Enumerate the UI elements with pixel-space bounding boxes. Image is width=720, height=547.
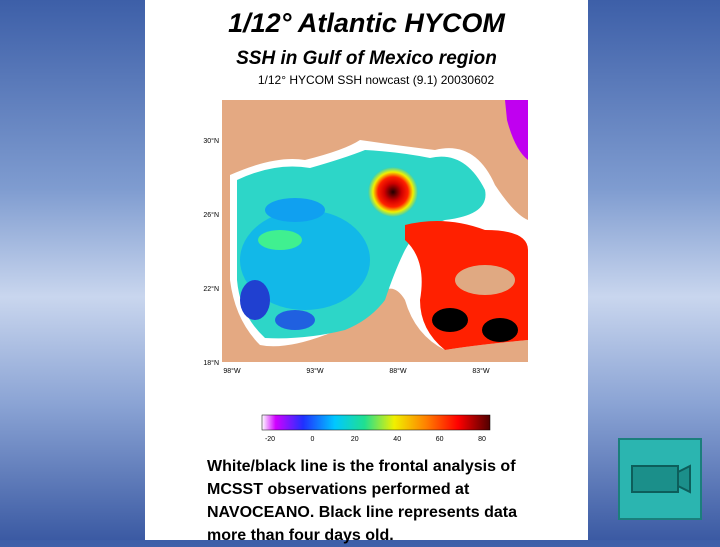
camera-icon: [631, 464, 691, 494]
slide-panel: 1/12° Atlantic HYCOM SSH in Gulf of Mexi…: [145, 0, 588, 544]
latitude-label: 18°N: [203, 359, 219, 367]
slide-subtitle: SSH in Gulf of Mexico region: [236, 48, 497, 69]
longitude-label: 88°W: [389, 367, 407, 375]
ssh-figure: 1/12° HYCOM SSH nowcast (9.1) 20030602 3…: [203, 73, 528, 443]
caption-line: more than four days old.: [207, 527, 394, 544]
colorbar-tick-label: 80: [478, 436, 486, 443]
caption: White/black line is the frontal analysis…: [207, 455, 517, 547]
video-button[interactable]: [618, 438, 702, 520]
colorbar-tick-label: 0: [310, 436, 314, 443]
caption-line: White/black line is the frontal analysis…: [207, 458, 516, 475]
colorbar-ticks: -20 0 20 40 60 80: [265, 436, 486, 443]
caption-line: NAVOCEANO. Black line represents data: [207, 504, 518, 521]
latitude-label: 26°N: [203, 211, 219, 219]
latitude-label: 22°N: [203, 285, 219, 293]
latitude-label: 30°N: [203, 137, 219, 145]
colorbar-tick-label: 40: [393, 436, 401, 443]
colorbar-tick-label: 20: [351, 436, 359, 443]
longitude-label: 83°W: [472, 367, 490, 375]
colorbar-tick-label: -20: [265, 436, 275, 443]
slide-title: 1/12° Atlantic HYCOM: [228, 8, 505, 38]
latitude-labels: 30°N 26°N 22°N 18°N: [203, 137, 219, 367]
map: [222, 100, 528, 362]
caption-line: MCSST observations performed at: [207, 481, 470, 498]
longitude-labels: 98°W 93°W 88°W 83°W: [223, 367, 490, 375]
colorbar: [261, 414, 491, 431]
longitude-label: 93°W: [306, 367, 324, 375]
colorbar-tick-label: 60: [436, 436, 444, 443]
figure-title: 1/12° HYCOM SSH nowcast (9.1) 20030602: [258, 73, 495, 87]
longitude-label: 98°W: [223, 367, 241, 375]
